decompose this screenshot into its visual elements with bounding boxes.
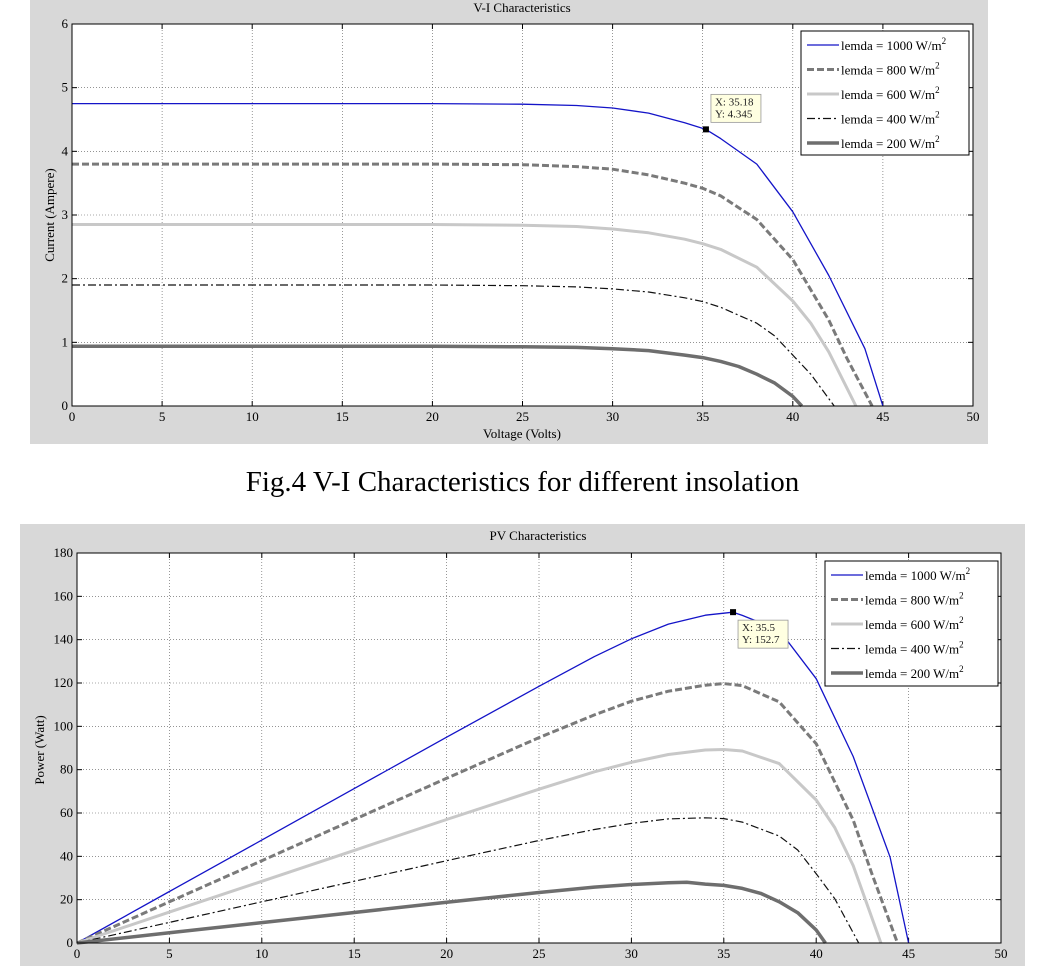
- pv-x-tick-label: 50: [995, 946, 1008, 961]
- vi-legend-label: lemda = 800 W/m2: [841, 61, 940, 78]
- vi-chart-title: V-I Characteristics: [473, 0, 570, 15]
- pv-x-tick-label: 5: [166, 946, 173, 961]
- vi-x-tick-label: 25: [516, 409, 529, 424]
- pv-datatip-text: X: 35.5: [742, 622, 776, 634]
- vi-y-axis-label: Current (Ampere): [42, 168, 57, 262]
- pv-y-tick-label: 100: [54, 718, 74, 733]
- pv-datatip-text: Y: 152.7: [742, 634, 780, 646]
- pv-series-line: [76, 682, 899, 945]
- pv-y-tick-label: 120: [54, 675, 74, 690]
- pv-x-tick-label: 40: [810, 946, 823, 961]
- pv-datatip-marker[interactable]: [730, 609, 737, 616]
- pv-datatip-box: [737, 619, 789, 649]
- pv-series-group: [76, 611, 910, 945]
- pv-datatip[interactable]: X: 35.5Y: 152.7: [730, 609, 789, 649]
- vi-plot-frame: [71, 23, 974, 407]
- vi-x-tick-label: 10: [246, 409, 259, 424]
- vi-x-tick-label: 50: [967, 409, 980, 424]
- vi-x-tick-label: 0: [69, 409, 76, 424]
- vi-datatip-text: X: 35.18: [715, 96, 754, 108]
- pv-ticks: 0 5 10 15 20 25 30 35 40 45 50 0 20 40 60 80 100 120 140 16…: [54, 545, 1008, 961]
- pv-x-tick-label: 25: [533, 946, 546, 961]
- vi-datatip-text: Y: 4.345: [715, 108, 753, 120]
- vi-x-tick-label: 40: [786, 409, 799, 424]
- pv-x-tick-label: 30: [625, 946, 638, 961]
- vi-y-tick-label: 4: [62, 143, 69, 158]
- vi-x-tick-label: 5: [159, 409, 166, 424]
- vi-y-tick-label: 0: [62, 398, 69, 413]
- pv-y-tick-label: 60: [60, 805, 73, 820]
- pv-series-line: [76, 611, 910, 944]
- vi-y-tick-label: 5: [62, 80, 69, 95]
- vi-series-line: [72, 344, 804, 408]
- pv-y-tick-label: 0: [67, 935, 74, 950]
- vi-y-tick-label: 3: [62, 207, 69, 222]
- pv-y-tick-label: 40: [60, 848, 73, 863]
- pv-series-line: [76, 748, 883, 945]
- figure-caption: Fig.4 V-I Characteristics for different …: [245, 466, 800, 498]
- pv-y-tick-label: 180: [54, 545, 74, 560]
- pv-x-tick-label: 35: [717, 946, 730, 961]
- vi-x-tick-label: 15: [336, 409, 349, 424]
- pv-series-line: [76, 817, 860, 944]
- pv-x-tick-label: 45: [902, 946, 915, 961]
- vi-series-group: [72, 102, 884, 408]
- pv-series-line: [76, 880, 827, 945]
- vi-series-line: [72, 284, 835, 407]
- pv-x-tick-label: 10: [255, 946, 268, 961]
- vi-x-tick-label: 20: [426, 409, 439, 424]
- pv-legend[interactable]: lemda = 1000 W/m2 lemda = 800 W/m2 lemda =…: [824, 560, 999, 687]
- vi-legend-label: lemda = 1000 W/m2: [841, 36, 946, 53]
- vi-datatip-box: [710, 93, 762, 123]
- vi-legend-label: lemda = 600 W/m2: [841, 85, 940, 102]
- pv-legend-label: lemda = 400 W/m2: [865, 640, 964, 657]
- vi-series-line: [72, 223, 858, 407]
- pv-legend-label: lemda = 200 W/m2: [865, 664, 964, 681]
- vi-legend-label: lemda = 400 W/m2: [841, 110, 940, 127]
- pv-legend-label: lemda = 600 W/m2: [865, 615, 964, 632]
- pv-y-axis-label: Power (Watt): [32, 715, 47, 784]
- vi-x-tick-label: 30: [606, 409, 619, 424]
- vi-series-line: [72, 102, 884, 407]
- vi-x-tick-label: 45: [876, 409, 889, 424]
- pv-legend-label: lemda = 800 W/m2: [865, 591, 964, 608]
- pv-y-tick-label: 140: [54, 632, 74, 647]
- vi-y-tick-label: 6: [62, 16, 69, 31]
- vi-x-axis-label: Voltage (Volts): [483, 426, 561, 441]
- pv-legend-label: lemda = 1000 W/m2: [865, 566, 970, 583]
- pv-x-tick-label: 20: [440, 946, 453, 961]
- vi-legend[interactable]: lemda = 1000 W/m2 lemda = 800 W/m2 lemda =…: [800, 30, 970, 156]
- vi-y-tick-label: 2: [62, 271, 69, 286]
- pv-chart-title: PV Characteristics: [490, 528, 587, 543]
- pv-y-tick-label: 20: [60, 892, 73, 907]
- vi-y-tick-label: 1: [62, 334, 69, 349]
- vi-datatip[interactable]: X: 35.18Y: 4.345: [702, 93, 762, 133]
- pv-x-tick-label: 0: [74, 946, 81, 961]
- vi-x-tick-label: 35: [696, 409, 709, 424]
- pv-plot-frame: [76, 552, 1002, 944]
- pv-y-tick-label: 80: [60, 762, 73, 777]
- pv-y-tick-label: 160: [54, 588, 74, 603]
- pv-x-tick-label: 15: [348, 946, 361, 961]
- vi-datatip-marker[interactable]: [702, 126, 709, 133]
- vi-legend-label: lemda = 200 W/m2: [841, 134, 940, 151]
- vi-series-line: [72, 162, 874, 407]
